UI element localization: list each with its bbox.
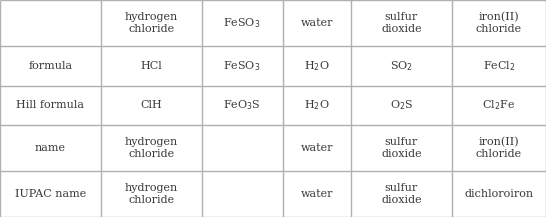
Text: FeSO$_3$: FeSO$_3$ — [223, 16, 261, 30]
Text: iron(II)
chloride: iron(II) chloride — [476, 137, 522, 159]
Text: FeCl$_2$: FeCl$_2$ — [483, 59, 515, 73]
Text: sulfur
dioxide: sulfur dioxide — [381, 183, 422, 205]
Text: SO$_2$: SO$_2$ — [390, 59, 413, 73]
Text: HCl: HCl — [140, 61, 162, 71]
Text: dichloroiron: dichloroiron — [464, 189, 533, 199]
Text: FeO$_3$S: FeO$_3$S — [223, 98, 261, 112]
Text: sulfur
dioxide: sulfur dioxide — [381, 12, 422, 34]
Text: O$_2$S: O$_2$S — [390, 98, 413, 112]
Text: water: water — [301, 143, 333, 153]
Text: H$_2$O: H$_2$O — [304, 98, 330, 112]
Text: IUPAC name: IUPAC name — [15, 189, 86, 199]
Text: FeSO$_3$: FeSO$_3$ — [223, 59, 261, 73]
Text: water: water — [301, 189, 333, 199]
Text: sulfur
dioxide: sulfur dioxide — [381, 137, 422, 159]
Text: ClH: ClH — [140, 100, 162, 110]
Text: water: water — [301, 18, 333, 28]
Text: H$_2$O: H$_2$O — [304, 59, 330, 73]
Text: Cl$_2$Fe: Cl$_2$Fe — [482, 98, 515, 112]
Text: formula: formula — [28, 61, 73, 71]
Text: hydrogen
chloride: hydrogen chloride — [124, 183, 178, 205]
Text: hydrogen
chloride: hydrogen chloride — [124, 137, 178, 159]
Text: hydrogen
chloride: hydrogen chloride — [124, 12, 178, 34]
Text: name: name — [35, 143, 66, 153]
Text: iron(II)
chloride: iron(II) chloride — [476, 12, 522, 34]
Text: Hill formula: Hill formula — [16, 100, 85, 110]
